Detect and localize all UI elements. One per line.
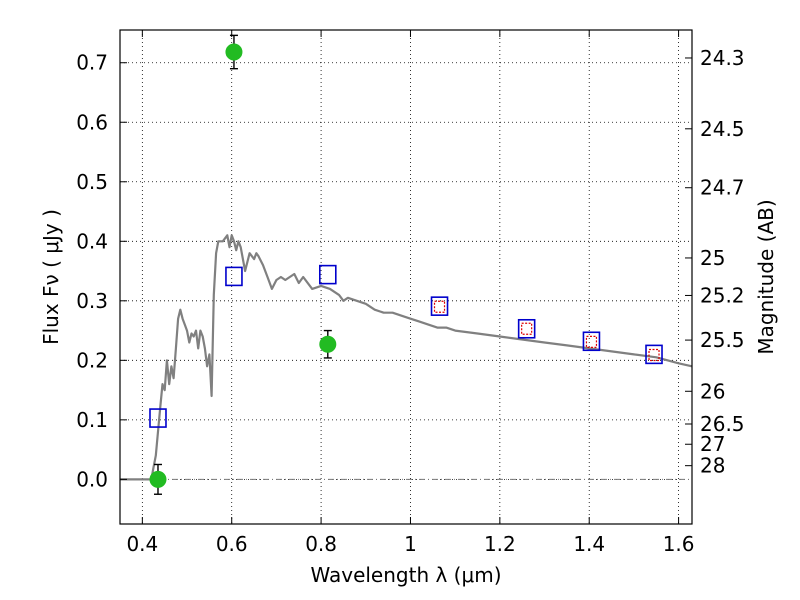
- spectrum: [120, 234, 693, 481]
- y-tick-label: 0.0: [76, 467, 108, 491]
- x-tick-label: 1.4: [573, 532, 605, 556]
- y-tick-label: 0.7: [76, 51, 108, 75]
- y-axis-title: Flux Fν ( μJy ): [39, 209, 63, 345]
- x-tick-label: 1.2: [484, 532, 516, 556]
- mag-tick-label: 24.5: [700, 117, 745, 141]
- mag-tick-label: 24.7: [700, 176, 745, 200]
- x-tick-label: 1: [404, 532, 417, 556]
- model-square-marker: [149, 408, 167, 428]
- y-tick-label: 0.1: [76, 408, 108, 432]
- mag-tick-label: 25: [700, 246, 725, 270]
- mag-tick-label: 26.5: [700, 412, 745, 436]
- plot-background: [120, 30, 692, 524]
- observed-flux-point: [225, 43, 243, 61]
- model-square-marker: [645, 344, 663, 365]
- x-tick-label: 0.6: [216, 532, 248, 556]
- predicted-square-marker: [521, 322, 533, 335]
- spectrum-line: [120, 234, 693, 481]
- y-tick-label: 0.2: [76, 348, 108, 372]
- x-tick-label: 1.6: [663, 532, 695, 556]
- predicted-square-marker: [585, 335, 598, 348]
- mag-tick-label: 28: [700, 454, 725, 478]
- x-tick-label: 0.8: [305, 532, 337, 556]
- y-tick-label: 0.4: [76, 229, 108, 253]
- x-axis-title: Wavelength λ (μm): [310, 563, 501, 587]
- observed-flux-point: [149, 470, 167, 488]
- mag-tick-label: 24.3: [700, 46, 745, 70]
- model-square-marker: [517, 318, 536, 339]
- ticks: 0.4 0.6 0.8 1 1.2 1.4 1.6 0.0 0.1 0.2 0.3 0.4 0.5 0.6…: [76, 30, 745, 556]
- predicted-square-marker: [648, 348, 660, 362]
- x-tick-label: 0.4: [126, 532, 158, 556]
- markers: [149, 34, 663, 495]
- y-tick-label: 0.6: [76, 110, 108, 134]
- grid: [120, 30, 692, 524]
- model-square-marker: [582, 331, 601, 352]
- plot-frame: [119, 29, 693, 525]
- predicted-square-marker: [433, 300, 446, 313]
- y-tick-label: 0.5: [76, 170, 108, 194]
- model-square-marker: [225, 266, 243, 287]
- y2-axis-title: Magnitude (AB): [754, 199, 778, 354]
- mag-tick-label: 26: [700, 379, 725, 403]
- observed-flux-point: [319, 335, 337, 353]
- mag-tick-label: 25.2: [700, 283, 745, 307]
- mag-tick-label: 27: [700, 432, 725, 456]
- model-square-marker: [430, 296, 449, 316]
- y-tick-label: 0.3: [76, 289, 108, 313]
- model-square-marker: [318, 264, 337, 285]
- mag-tick-label: 25.5: [700, 328, 745, 352]
